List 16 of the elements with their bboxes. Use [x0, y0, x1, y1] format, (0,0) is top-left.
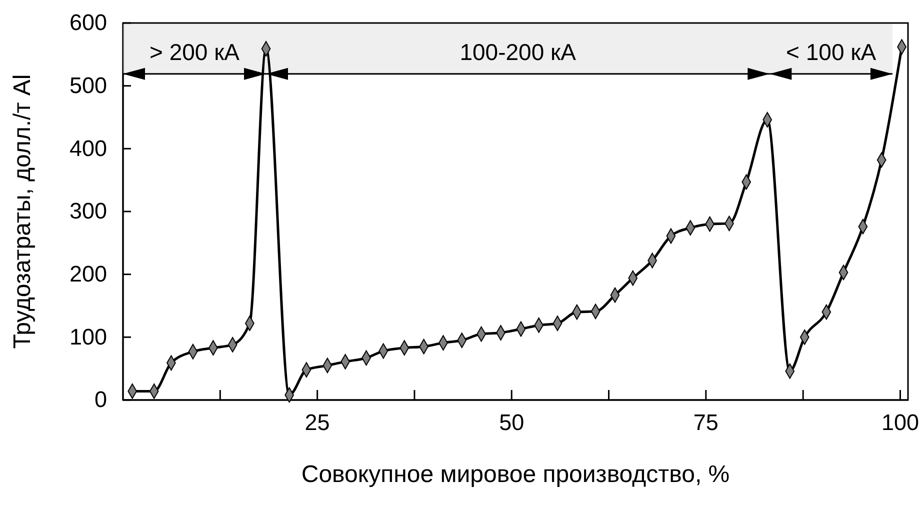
y-axis-title: Трудозатраты, долл./т Al — [9, 74, 36, 349]
x-tick-label: 50 — [499, 410, 524, 435]
y-tick-label: 600 — [69, 10, 107, 36]
y-tick-label: 300 — [69, 198, 107, 224]
y-tick-label: 400 — [69, 136, 107, 161]
band-label: < 100 кА — [786, 38, 877, 65]
y-tick-label: 0 — [94, 387, 107, 412]
y-tick-label: 200 — [69, 262, 107, 287]
y-tick-label: 100 — [69, 324, 107, 350]
x-tick-label: 25 — [304, 410, 330, 435]
y-tick-label: 500 — [69, 73, 107, 98]
band-label: 100-200 кА — [460, 38, 577, 65]
x-axis-title: Совокупное мировое производство, % — [301, 461, 730, 488]
x-tick-label: 75 — [693, 410, 718, 435]
band-label: > 200 кА — [150, 38, 240, 65]
x-tick-label: 100 — [881, 410, 919, 435]
